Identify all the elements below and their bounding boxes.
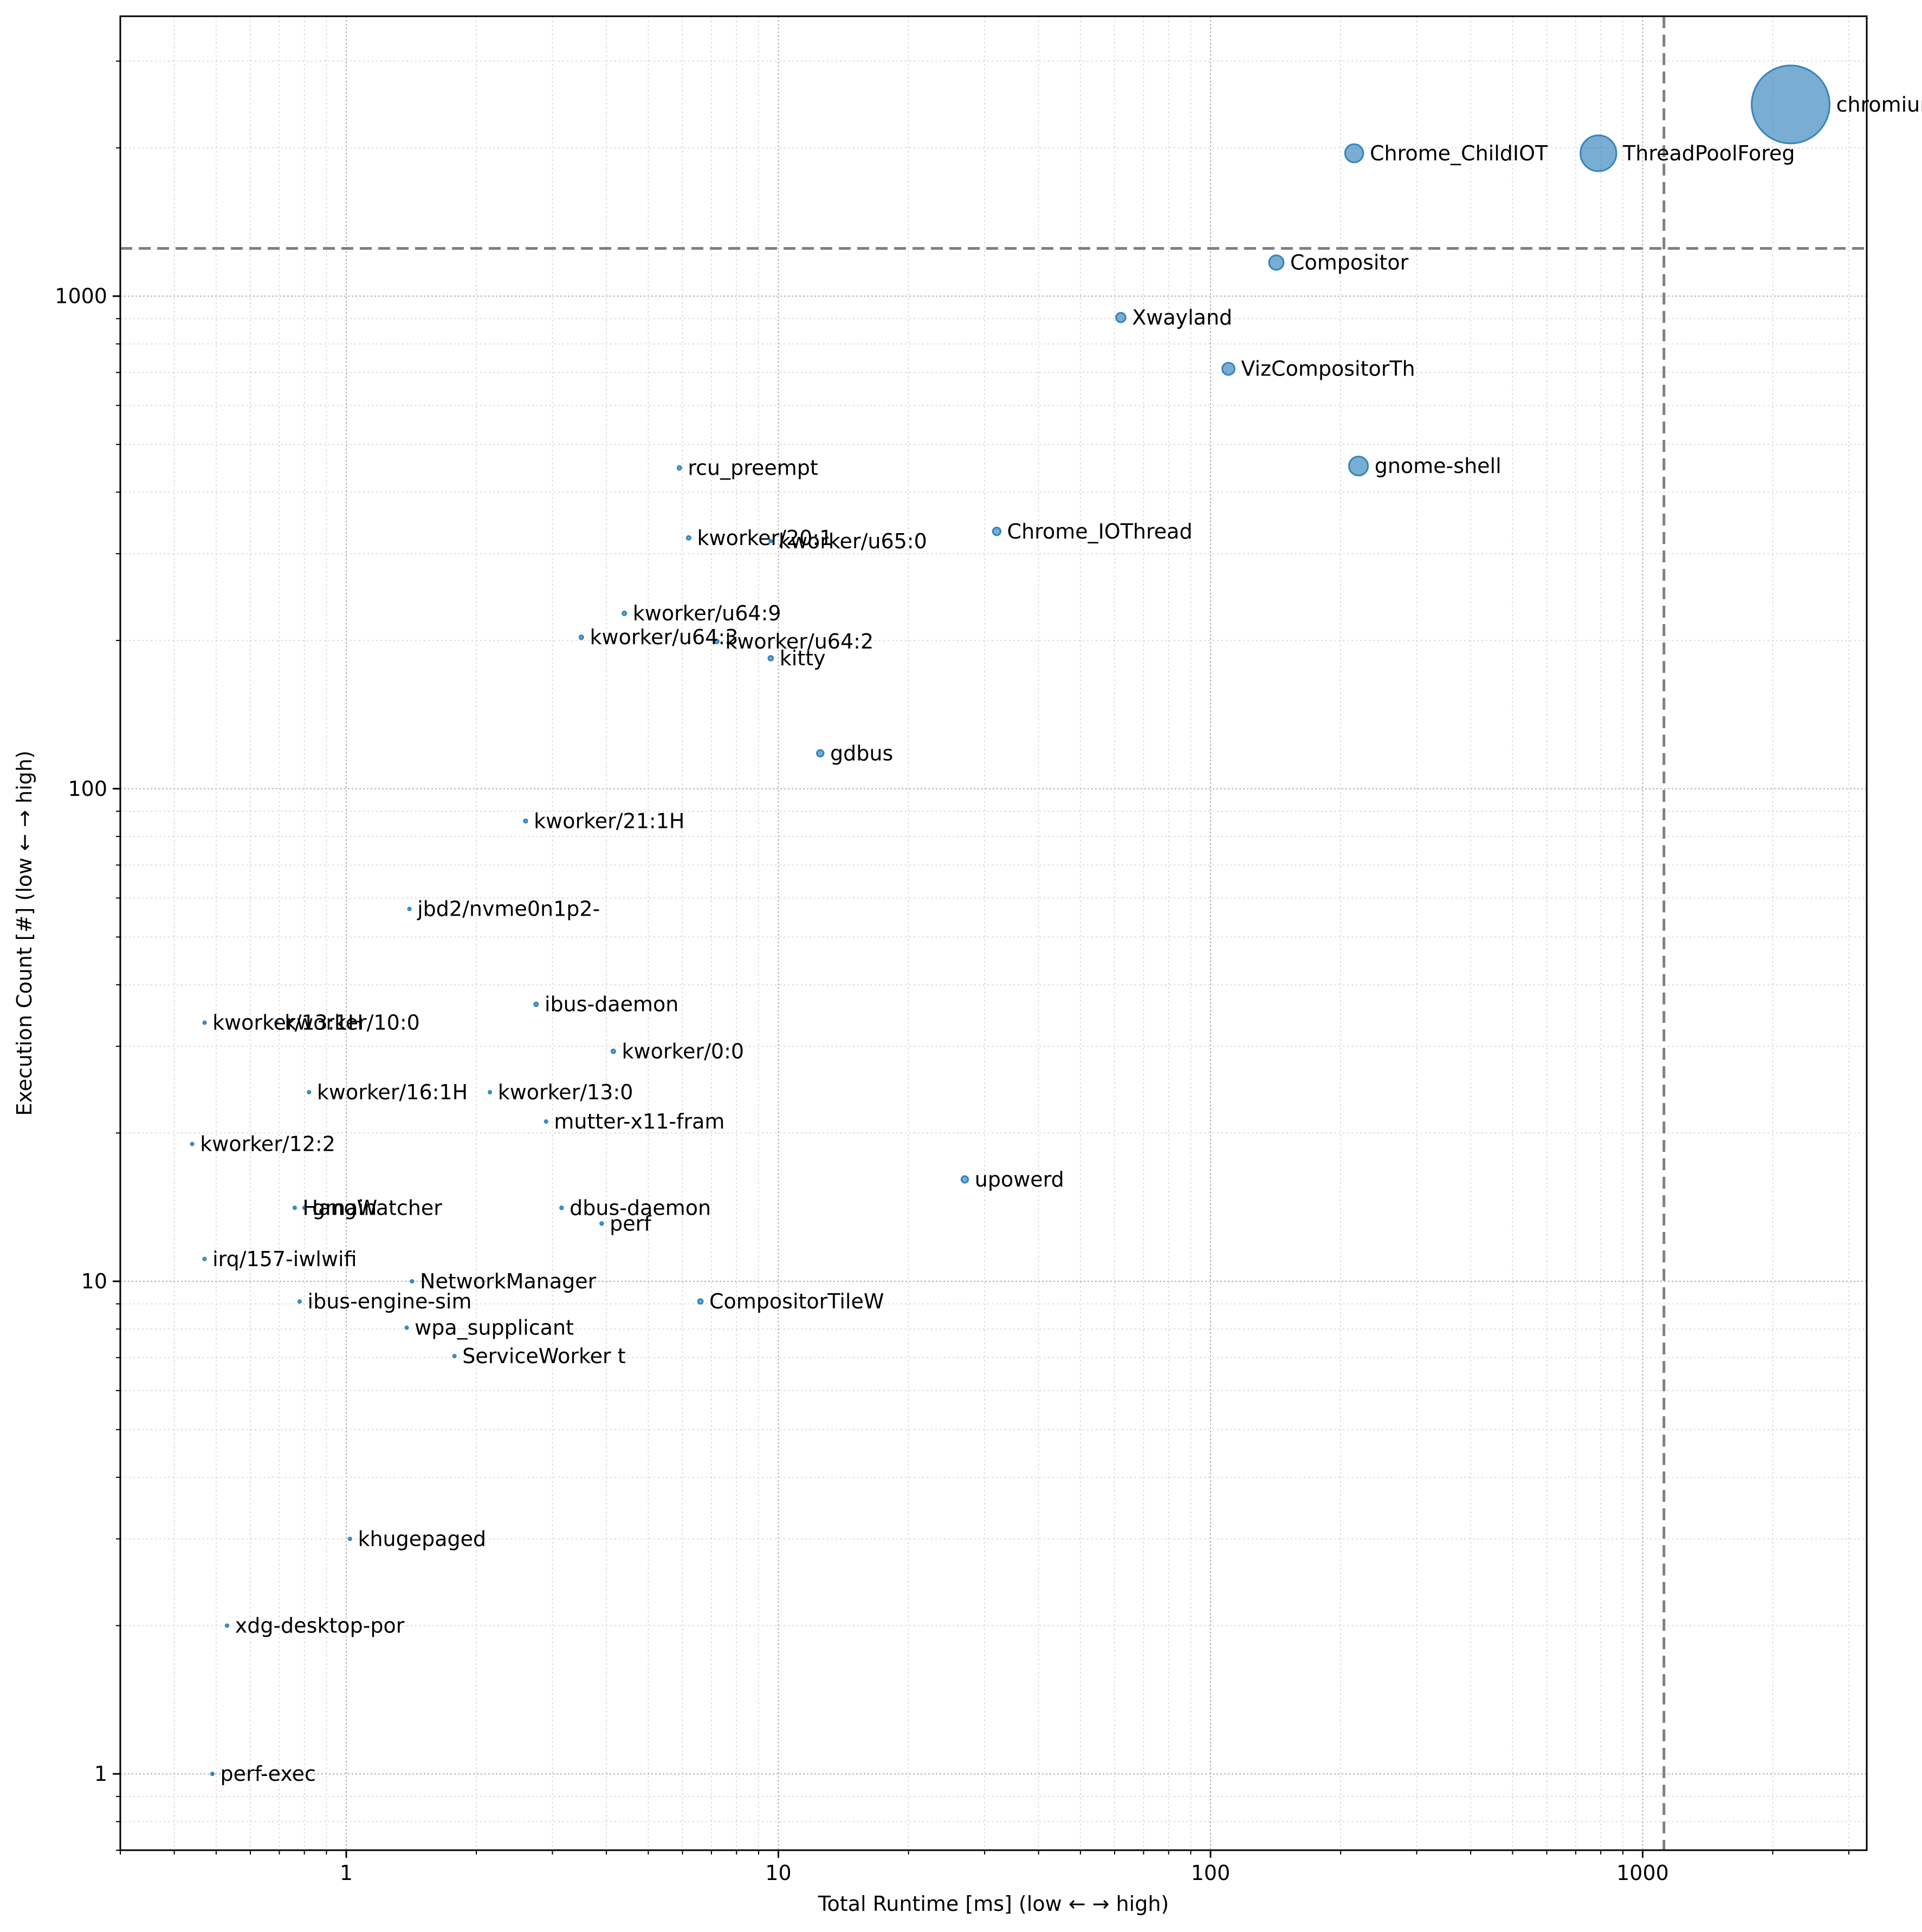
data-point: [714, 638, 720, 645]
x-tick-label: 10: [765, 1861, 791, 1885]
data-point: [210, 1772, 215, 1777]
point-label: rcu_preempt: [688, 456, 818, 480]
data-point: [559, 1205, 564, 1210]
point-label: xdg-desktop-por: [235, 1613, 405, 1637]
data-point: [816, 749, 825, 758]
data-point: [452, 1353, 457, 1359]
data-point: [767, 655, 774, 662]
x-tick-label: 1000: [1616, 1861, 1669, 1885]
point-label: gmain: [312, 1196, 377, 1220]
point-label: Xwayland: [1132, 306, 1232, 329]
data-point: [697, 1298, 704, 1305]
data-point: [307, 1090, 312, 1095]
data-point: [960, 1175, 969, 1184]
point-label: kitty: [780, 646, 826, 670]
point-label: CompositorTileW: [709, 1289, 884, 1313]
point-label: kworker/u65:0: [779, 529, 927, 553]
x-tick-label: 100: [1191, 1861, 1231, 1885]
data-point: [1344, 143, 1364, 164]
data-point: [610, 1048, 616, 1054]
point-label: ibus-engine-sim: [308, 1289, 472, 1313]
point-label: ibus-daemon: [545, 993, 678, 1016]
y-tick-label: 100: [68, 777, 107, 801]
point-label: jbd2/nvme0n1p2-: [417, 897, 600, 921]
point-label: kworker/u64:2: [725, 630, 873, 653]
data-point: [992, 527, 1002, 536]
point-label: VizCompositorTh: [1241, 357, 1415, 381]
y-tick-label: 1000: [55, 284, 107, 308]
data-point: [676, 465, 682, 471]
point-label: ServiceWorker t: [462, 1344, 625, 1368]
point-label: gdbus: [830, 741, 893, 765]
point-label: perf: [610, 1211, 652, 1235]
y-tick-label: 10: [81, 1269, 107, 1293]
point-label: NetworkManager: [420, 1269, 597, 1293]
axis-ticks: 1 10 100 1000 1 10 100 1000: [55, 60, 1849, 1885]
data-point: [407, 906, 412, 911]
point-label: mutter-x11-fram: [554, 1110, 724, 1133]
data-point: [190, 1142, 195, 1146]
point-label: perf-exec: [221, 1762, 316, 1786]
data-point: [578, 634, 584, 640]
data-point: [292, 1205, 297, 1210]
data-point: [622, 610, 627, 617]
point-label: kworker/16:1H: [317, 1080, 468, 1104]
data-point: [404, 1325, 409, 1330]
data-point: [1115, 312, 1127, 323]
point-label: khugepaged: [358, 1527, 486, 1551]
point-label: kworker/20:1: [697, 526, 833, 550]
data-point: [410, 1279, 415, 1284]
point-label: HangWatcher: [303, 1196, 443, 1220]
point-label: dbus-daemon: [570, 1196, 711, 1220]
data-point: [1221, 361, 1235, 376]
point-label: Chrome_ChildIOT: [1370, 141, 1548, 165]
data-point: [533, 1001, 539, 1007]
data-point: [599, 1221, 604, 1226]
point-label: kworker/12:2: [200, 1132, 335, 1156]
plot-frame: [119, 15, 1868, 1851]
point-label: kworker/u64:9: [633, 601, 781, 625]
y-axis-label: Execution Count [#] (low ← → high): [12, 750, 36, 1116]
data-point: [302, 1205, 307, 1210]
point-label: kworker/13:0: [498, 1080, 633, 1104]
data-point: [1348, 456, 1369, 477]
grid: [120, 16, 1867, 1851]
point-label: kworker/0:0: [622, 1040, 744, 1064]
point-label: chromium: [1836, 93, 1922, 116]
data-point: [274, 1020, 279, 1025]
data-point: [1751, 64, 1831, 145]
point-label: kworker/10:0: [284, 1011, 420, 1035]
point-label: kworker/u64:3: [590, 625, 738, 649]
point-label: kworker/13:1H: [212, 1011, 363, 1035]
point-labels: chromium Chrome_ChildIOT ThreadPoolForeg Co…: [200, 93, 1922, 1786]
data-point: [685, 535, 692, 541]
reference-lines: [120, 16, 1867, 1850]
data-point: [225, 1623, 230, 1628]
data-point: [347, 1536, 352, 1541]
data-point: [523, 818, 528, 824]
point-label: irq/157-iwlwifi: [212, 1247, 357, 1271]
data-point: [768, 539, 773, 544]
data-point: [202, 1256, 207, 1261]
data-point: [543, 1119, 548, 1124]
data-point: [297, 1299, 302, 1304]
data-point: [1580, 134, 1617, 172]
data-point: [1268, 254, 1285, 271]
point-label: gnome-shell: [1375, 454, 1502, 478]
data-point: [488, 1090, 493, 1095]
point-label: ThreadPoolForeg: [1622, 141, 1795, 165]
point-label: wpa_supplicant: [415, 1316, 574, 1340]
x-axis-label: Total Runtime [ms] (low ← → high): [818, 1892, 1169, 1916]
x-tick-label: 1: [340, 1861, 353, 1885]
point-label: Compositor: [1290, 251, 1409, 275]
markers: [190, 64, 1831, 1777]
y-tick-label: 1: [94, 1762, 107, 1786]
point-label: upowerd: [975, 1168, 1064, 1191]
data-point: [202, 1020, 207, 1025]
point-label: kworker/21:1H: [534, 809, 684, 833]
point-label: Chrome_IOThread: [1007, 520, 1193, 543]
